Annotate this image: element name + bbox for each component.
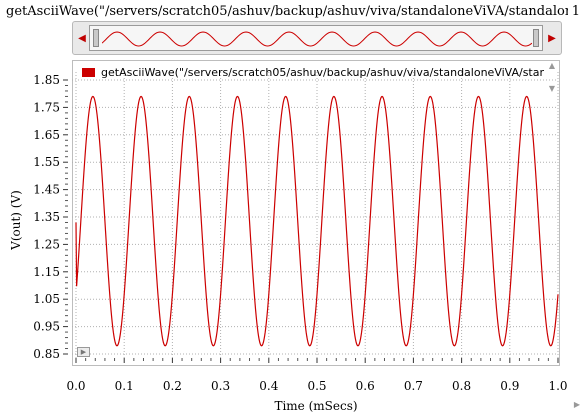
window-title-text: getAsciiWave("/servers/scratch05/ashuv/b… xyxy=(6,4,580,19)
y-tick-label: 1.65 xyxy=(33,128,60,142)
x-tick-label: 0.6 xyxy=(356,379,375,393)
chevron-right-icon[interactable]: ▶ xyxy=(573,399,581,409)
zoom-handle-right[interactable] xyxy=(533,29,539,47)
chevron-up-icon[interactable]: ▲ xyxy=(548,61,556,70)
y-tick-label: 1.35 xyxy=(33,210,60,224)
y-tick-label: 1.05 xyxy=(33,292,60,306)
x-tick-label: 0.1 xyxy=(115,379,134,393)
legend[interactable]: getAsciiWave("/servers/scratch05/ashuv/b… xyxy=(82,64,544,82)
overview-waveform xyxy=(102,31,532,47)
y-tick-label: 0.95 xyxy=(33,320,60,334)
x-tick-label: 1.0 xyxy=(548,379,567,393)
y-tick-label: 1.55 xyxy=(33,155,60,169)
y-tick-label: 1.85 xyxy=(33,73,60,87)
y-tick-label: 1.25 xyxy=(33,237,60,251)
legend-swatch xyxy=(82,67,95,77)
expand-icon[interactable]: ▶ xyxy=(77,347,90,357)
triangle-right-icon[interactable]: ▶ xyxy=(548,32,556,44)
plot-area[interactable] xyxy=(72,60,560,366)
legend-label: getAsciiWave("/servers/scratch05/ashuv/b… xyxy=(101,66,544,79)
x-tick-label: 0.8 xyxy=(452,379,471,393)
x-tick-label: 0.9 xyxy=(500,379,519,393)
series-line xyxy=(75,95,559,347)
y-axis-label: V(out) (V) xyxy=(9,190,23,250)
x-tick-label: 0.2 xyxy=(163,379,182,393)
y-tick-label: 0.85 xyxy=(33,347,60,361)
x-tick-label: 0.5 xyxy=(307,379,326,393)
legend-scroll[interactable]: ▲ ▼ xyxy=(545,61,559,93)
x-axis-label: Time (mSecs) xyxy=(274,399,358,413)
triangle-left-icon[interactable]: ◀ xyxy=(78,32,86,44)
chevron-down-icon[interactable]: ▼ xyxy=(548,84,556,93)
zoom-window[interactable] xyxy=(89,25,543,51)
x-tick-label: 0.4 xyxy=(259,379,278,393)
window-title-number: 1 xyxy=(567,2,580,22)
y-tick-label: 1.45 xyxy=(33,183,60,197)
zoom-handle-left[interactable] xyxy=(93,29,99,47)
y-tick-label: 1.75 xyxy=(33,100,60,114)
y-tick-label: 1.15 xyxy=(33,265,60,279)
overview-series-line xyxy=(102,31,532,47)
x-tick-label: 0.3 xyxy=(211,379,230,393)
window-title: getAsciiWave("/servers/scratch05/ashuv/b… xyxy=(6,2,580,22)
x-tick-label: 0.7 xyxy=(404,379,423,393)
x-tick-label: 0.0 xyxy=(66,379,85,393)
zoom-overview-bar[interactable]: ◀ ▶ xyxy=(72,21,562,55)
